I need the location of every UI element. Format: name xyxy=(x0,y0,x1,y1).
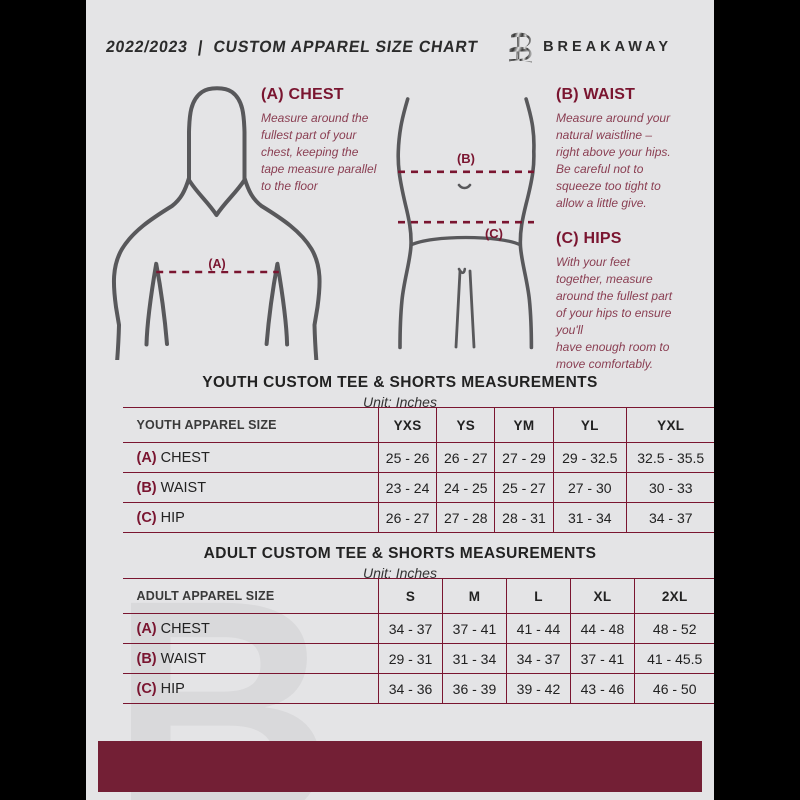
svg-text:(A): (A) xyxy=(208,257,225,271)
svg-text:(B): (B) xyxy=(457,151,475,166)
svg-text:(C): (C) xyxy=(485,226,503,241)
